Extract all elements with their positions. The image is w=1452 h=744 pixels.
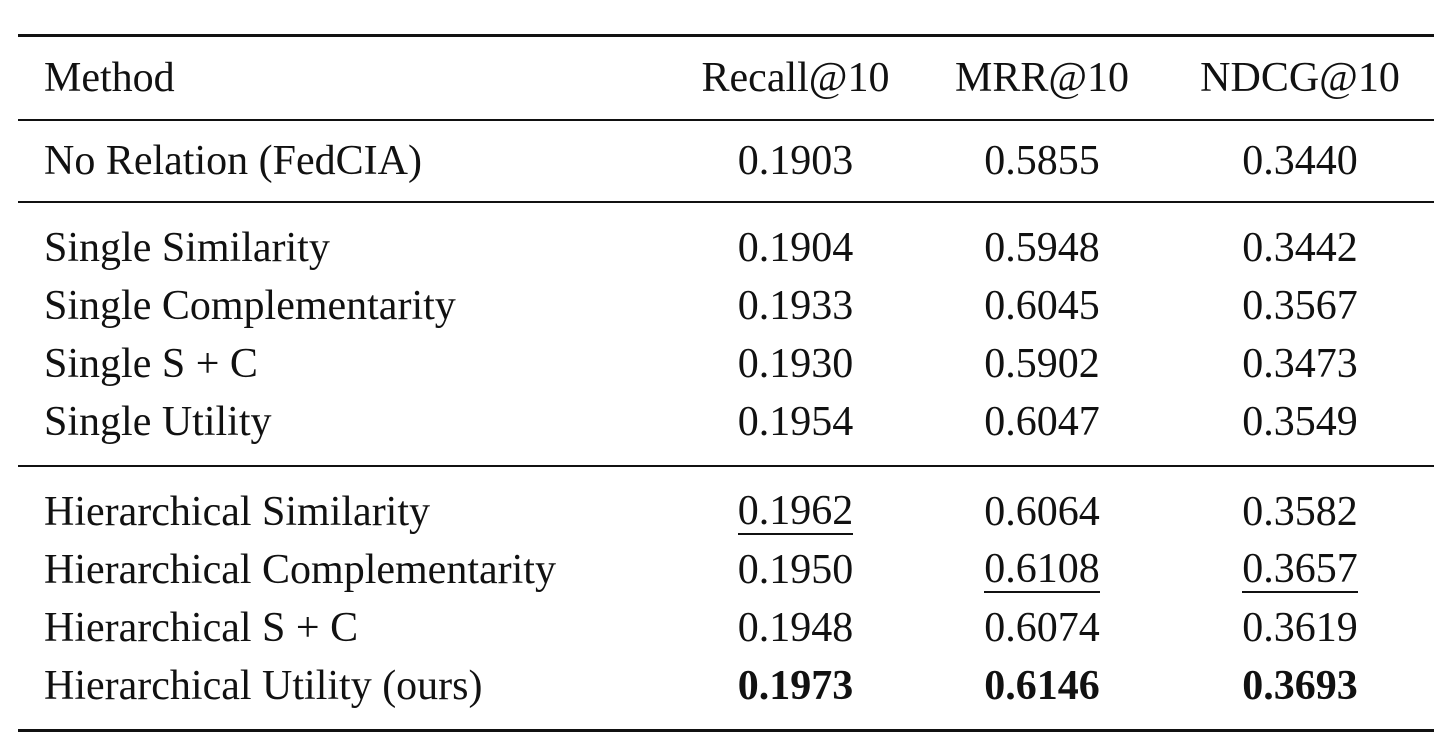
- group-hierarchical: Hierarchical Similarity 0.1962 0.6064 0.…: [18, 466, 1434, 731]
- mrr-cell: 0.6047: [918, 393, 1166, 466]
- ndcg-value-second-best: 0.3657: [1242, 545, 1358, 594]
- ndcg-value: 0.3440: [1242, 138, 1358, 184]
- ndcg-value: 0.3567: [1242, 283, 1358, 329]
- recall-cell: 0.1930: [673, 335, 918, 393]
- method-cell: Single Utility: [44, 399, 272, 445]
- results-table: Method Recall@10 MRR@10 NDCG@10 No Relat…: [18, 34, 1434, 732]
- table-row: Single Complementarity 0.1933 0.6045 0.3…: [18, 277, 1434, 335]
- recall-cell: 0.1933: [673, 277, 918, 335]
- mrr-value: 0.6064: [984, 489, 1100, 535]
- recall-value: 0.1950: [737, 547, 854, 593]
- group-baseline: No Relation (FedCIA) 0.1903 0.5855 0.344…: [18, 120, 1434, 202]
- table-row: Hierarchical Utility (ours) 0.1973 0.614…: [18, 657, 1434, 731]
- mrr-value: 0.6074: [984, 605, 1100, 651]
- method-cell: No Relation (FedCIA): [44, 138, 422, 184]
- table-row: Hierarchical Similarity 0.1962 0.6064 0.…: [18, 466, 1434, 541]
- mrr-cell: 0.6064: [918, 466, 1166, 541]
- recall-value: 0.1904: [737, 225, 854, 271]
- ndcg-value: 0.3549: [1242, 399, 1358, 445]
- mrr-value: 0.6047: [984, 399, 1100, 445]
- mrr-value-second-best: 0.6108: [984, 545, 1100, 594]
- ndcg-cell: 0.3567: [1166, 277, 1434, 335]
- ndcg-cell: 0.3657: [1166, 541, 1434, 599]
- recall-value: 0.1954: [737, 399, 854, 445]
- mrr-value-best: 0.6146: [984, 663, 1100, 709]
- table-row: No Relation (FedCIA) 0.1903 0.5855 0.344…: [18, 120, 1434, 202]
- method-cell: Hierarchical Utility (ours): [44, 663, 483, 709]
- ndcg-value-best: 0.3693: [1242, 663, 1358, 709]
- header-ndcg: NDCG@10: [1200, 55, 1400, 101]
- table-row: Single Similarity 0.1904 0.5948 0.3442: [18, 202, 1434, 277]
- method-cell: Hierarchical S + C: [44, 605, 359, 651]
- mrr-value: 0.5855: [984, 138, 1100, 184]
- ndcg-value: 0.3619: [1242, 605, 1358, 651]
- recall-cell: 0.1954: [673, 393, 918, 466]
- ndcg-cell: 0.3549: [1166, 393, 1434, 466]
- recall-value: 0.1933: [737, 283, 854, 329]
- mrr-value: 0.5902: [984, 341, 1100, 387]
- mrr-value: 0.6045: [984, 283, 1100, 329]
- recall-value-second-best: 0.1962: [737, 487, 854, 536]
- mrr-value: 0.5948: [984, 225, 1100, 271]
- ndcg-value: 0.3582: [1242, 489, 1358, 535]
- recall-cell: 0.1903: [673, 120, 918, 202]
- recall-value-best: 0.1973: [737, 663, 854, 709]
- mrr-cell: 0.5902: [918, 335, 1166, 393]
- table-row: Hierarchical S + C 0.1948 0.6074 0.3619: [18, 599, 1434, 657]
- mrr-cell: 0.6146: [918, 657, 1166, 731]
- mrr-cell: 0.6108: [918, 541, 1166, 599]
- method-cell: Single Similarity: [44, 225, 330, 271]
- header-row: Method Recall@10 MRR@10 NDCG@10: [18, 35, 1434, 120]
- recall-cell: 0.1948: [673, 599, 918, 657]
- mrr-cell: 0.5948: [918, 202, 1166, 277]
- group-single: Single Similarity 0.1904 0.5948 0.3442 S…: [18, 202, 1434, 466]
- method-cell: Single S + C: [44, 341, 258, 387]
- ndcg-cell: 0.3582: [1166, 466, 1434, 541]
- recall-value: 0.1903: [737, 138, 854, 184]
- header-recall: Recall@10: [701, 55, 890, 101]
- ndcg-cell: 0.3619: [1166, 599, 1434, 657]
- recall-cell: 0.1950: [673, 541, 918, 599]
- ndcg-value: 0.3442: [1242, 225, 1358, 271]
- ndcg-cell: 0.3693: [1166, 657, 1434, 731]
- method-cell: Single Complementarity: [44, 283, 456, 329]
- table-row: Hierarchical Complementarity 0.1950 0.61…: [18, 541, 1434, 599]
- mrr-cell: 0.5855: [918, 120, 1166, 202]
- ndcg-value: 0.3473: [1242, 341, 1358, 387]
- recall-value: 0.1948: [737, 605, 854, 651]
- recall-cell: 0.1904: [673, 202, 918, 277]
- recall-value: 0.1930: [737, 341, 854, 387]
- mrr-cell: 0.6074: [918, 599, 1166, 657]
- method-cell: Hierarchical Similarity: [44, 489, 431, 535]
- ndcg-cell: 0.3440: [1166, 120, 1434, 202]
- ndcg-cell: 0.3442: [1166, 202, 1434, 277]
- ndcg-cell: 0.3473: [1166, 335, 1434, 393]
- recall-cell: 0.1973: [673, 657, 918, 731]
- table-header: Method Recall@10 MRR@10 NDCG@10: [18, 35, 1434, 120]
- header-method: Method: [44, 55, 175, 101]
- recall-cell: 0.1962: [673, 466, 918, 541]
- method-cell: Hierarchical Complementarity: [44, 547, 556, 593]
- header-mrr: MRR@10: [954, 55, 1130, 101]
- table-row: Single S + C 0.1930 0.5902 0.3473: [18, 335, 1434, 393]
- results-table-container: Method Recall@10 MRR@10 NDCG@10 No Relat…: [18, 34, 1434, 732]
- table-row: Single Utility 0.1954 0.6047 0.3549: [18, 393, 1434, 466]
- mrr-cell: 0.6045: [918, 277, 1166, 335]
